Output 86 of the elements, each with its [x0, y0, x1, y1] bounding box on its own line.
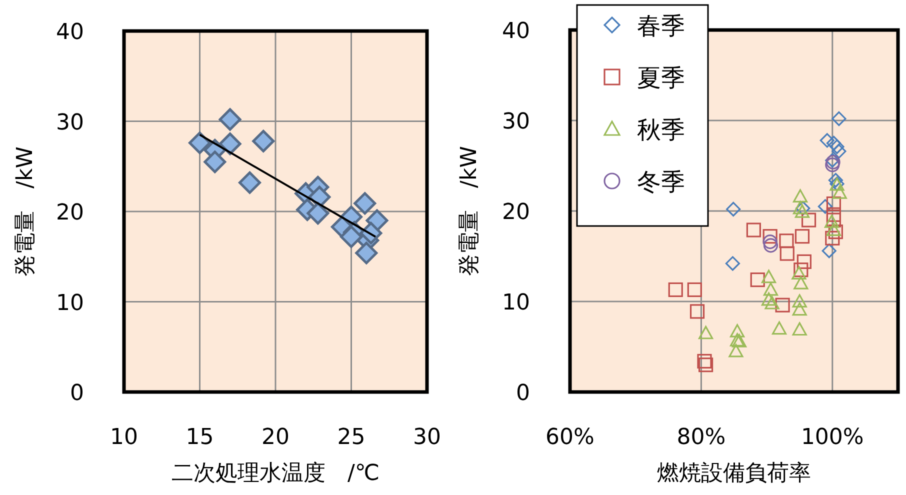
point: [826, 196, 842, 212]
point: [828, 224, 843, 240]
point: [832, 186, 847, 199]
point: [762, 234, 778, 250]
y-tick-label: 10: [502, 290, 530, 316]
point: [763, 282, 778, 296]
point: [750, 272, 765, 288]
point: [252, 130, 275, 152]
point: [690, 304, 705, 319]
point: [218, 108, 242, 131]
point: [698, 358, 714, 372]
legend-label: 春季: [637, 12, 685, 40]
point: [725, 256, 740, 271]
point: [780, 246, 794, 261]
x-tick-label: 100%: [800, 425, 864, 450]
point: [792, 322, 807, 336]
point: [792, 294, 807, 308]
point: [794, 229, 810, 244]
point: [763, 238, 778, 253]
point: [354, 192, 376, 215]
legend-label: 冬季: [637, 168, 685, 196]
x-tick-label: 30: [413, 425, 441, 450]
point: [762, 229, 778, 244]
point: [728, 344, 744, 358]
point: [188, 132, 211, 154]
point: [204, 150, 226, 174]
y-tick-label: 0: [516, 381, 530, 406]
point: [772, 321, 787, 335]
point: [792, 266, 806, 280]
point: [792, 189, 808, 203]
legend-label: 夏季: [637, 64, 685, 92]
point: [794, 276, 808, 290]
point: [238, 171, 261, 194]
point: [825, 230, 840, 246]
y-tick-label: 20: [56, 200, 84, 226]
y-axis-title: 発電量 /kW: [13, 146, 38, 276]
x-tick-label: 20: [262, 425, 290, 450]
point: [826, 222, 842, 236]
point: [794, 262, 808, 278]
point: [775, 298, 790, 312]
x-tick-label: 80%: [676, 425, 726, 450]
y-tick-label: 40: [56, 20, 84, 45]
y-tick-label: 30: [502, 110, 530, 134]
point: [818, 199, 832, 214]
x-axis-title: 二次処理水温度 /℃: [171, 461, 380, 486]
point: [355, 242, 378, 264]
point: [687, 282, 702, 298]
x-tick-label: 25: [337, 425, 366, 450]
point: [832, 111, 846, 126]
point: [340, 226, 362, 248]
y-tick-label: 40: [502, 19, 530, 44]
point: [779, 234, 794, 248]
point: [826, 136, 842, 150]
point: [698, 326, 714, 340]
point: [796, 254, 812, 269]
point: [801, 212, 816, 228]
point: [764, 296, 780, 310]
point: [668, 282, 683, 298]
point: [830, 139, 844, 154]
point: [828, 172, 843, 188]
point: [730, 324, 745, 338]
point: [306, 202, 330, 225]
y-tick-label: 30: [56, 110, 84, 136]
y-tick-label: 0: [70, 381, 84, 406]
point: [825, 158, 840, 172]
point: [792, 302, 807, 316]
legend-label: 秋季: [637, 116, 685, 144]
point: [761, 270, 776, 284]
point: [726, 202, 741, 216]
y-tick-label: 20: [502, 200, 530, 225]
point: [218, 132, 242, 156]
point: [832, 144, 846, 159]
point: [794, 204, 810, 218]
x-tick-label: 15: [186, 425, 214, 450]
y-axis-title: 発電量 /kW: [457, 146, 482, 276]
x-tick-label: 10: [110, 425, 138, 450]
point: [761, 292, 776, 306]
point: [820, 133, 834, 148]
x-tick-label: 60%: [546, 425, 594, 450]
point: [796, 200, 810, 216]
point: [746, 222, 761, 238]
point: [792, 200, 808, 214]
point: [822, 244, 836, 258]
point: [697, 354, 712, 369]
y-tick-label: 10: [56, 290, 84, 316]
x-axis-title: 燃焼設備負荷率: [657, 461, 811, 486]
